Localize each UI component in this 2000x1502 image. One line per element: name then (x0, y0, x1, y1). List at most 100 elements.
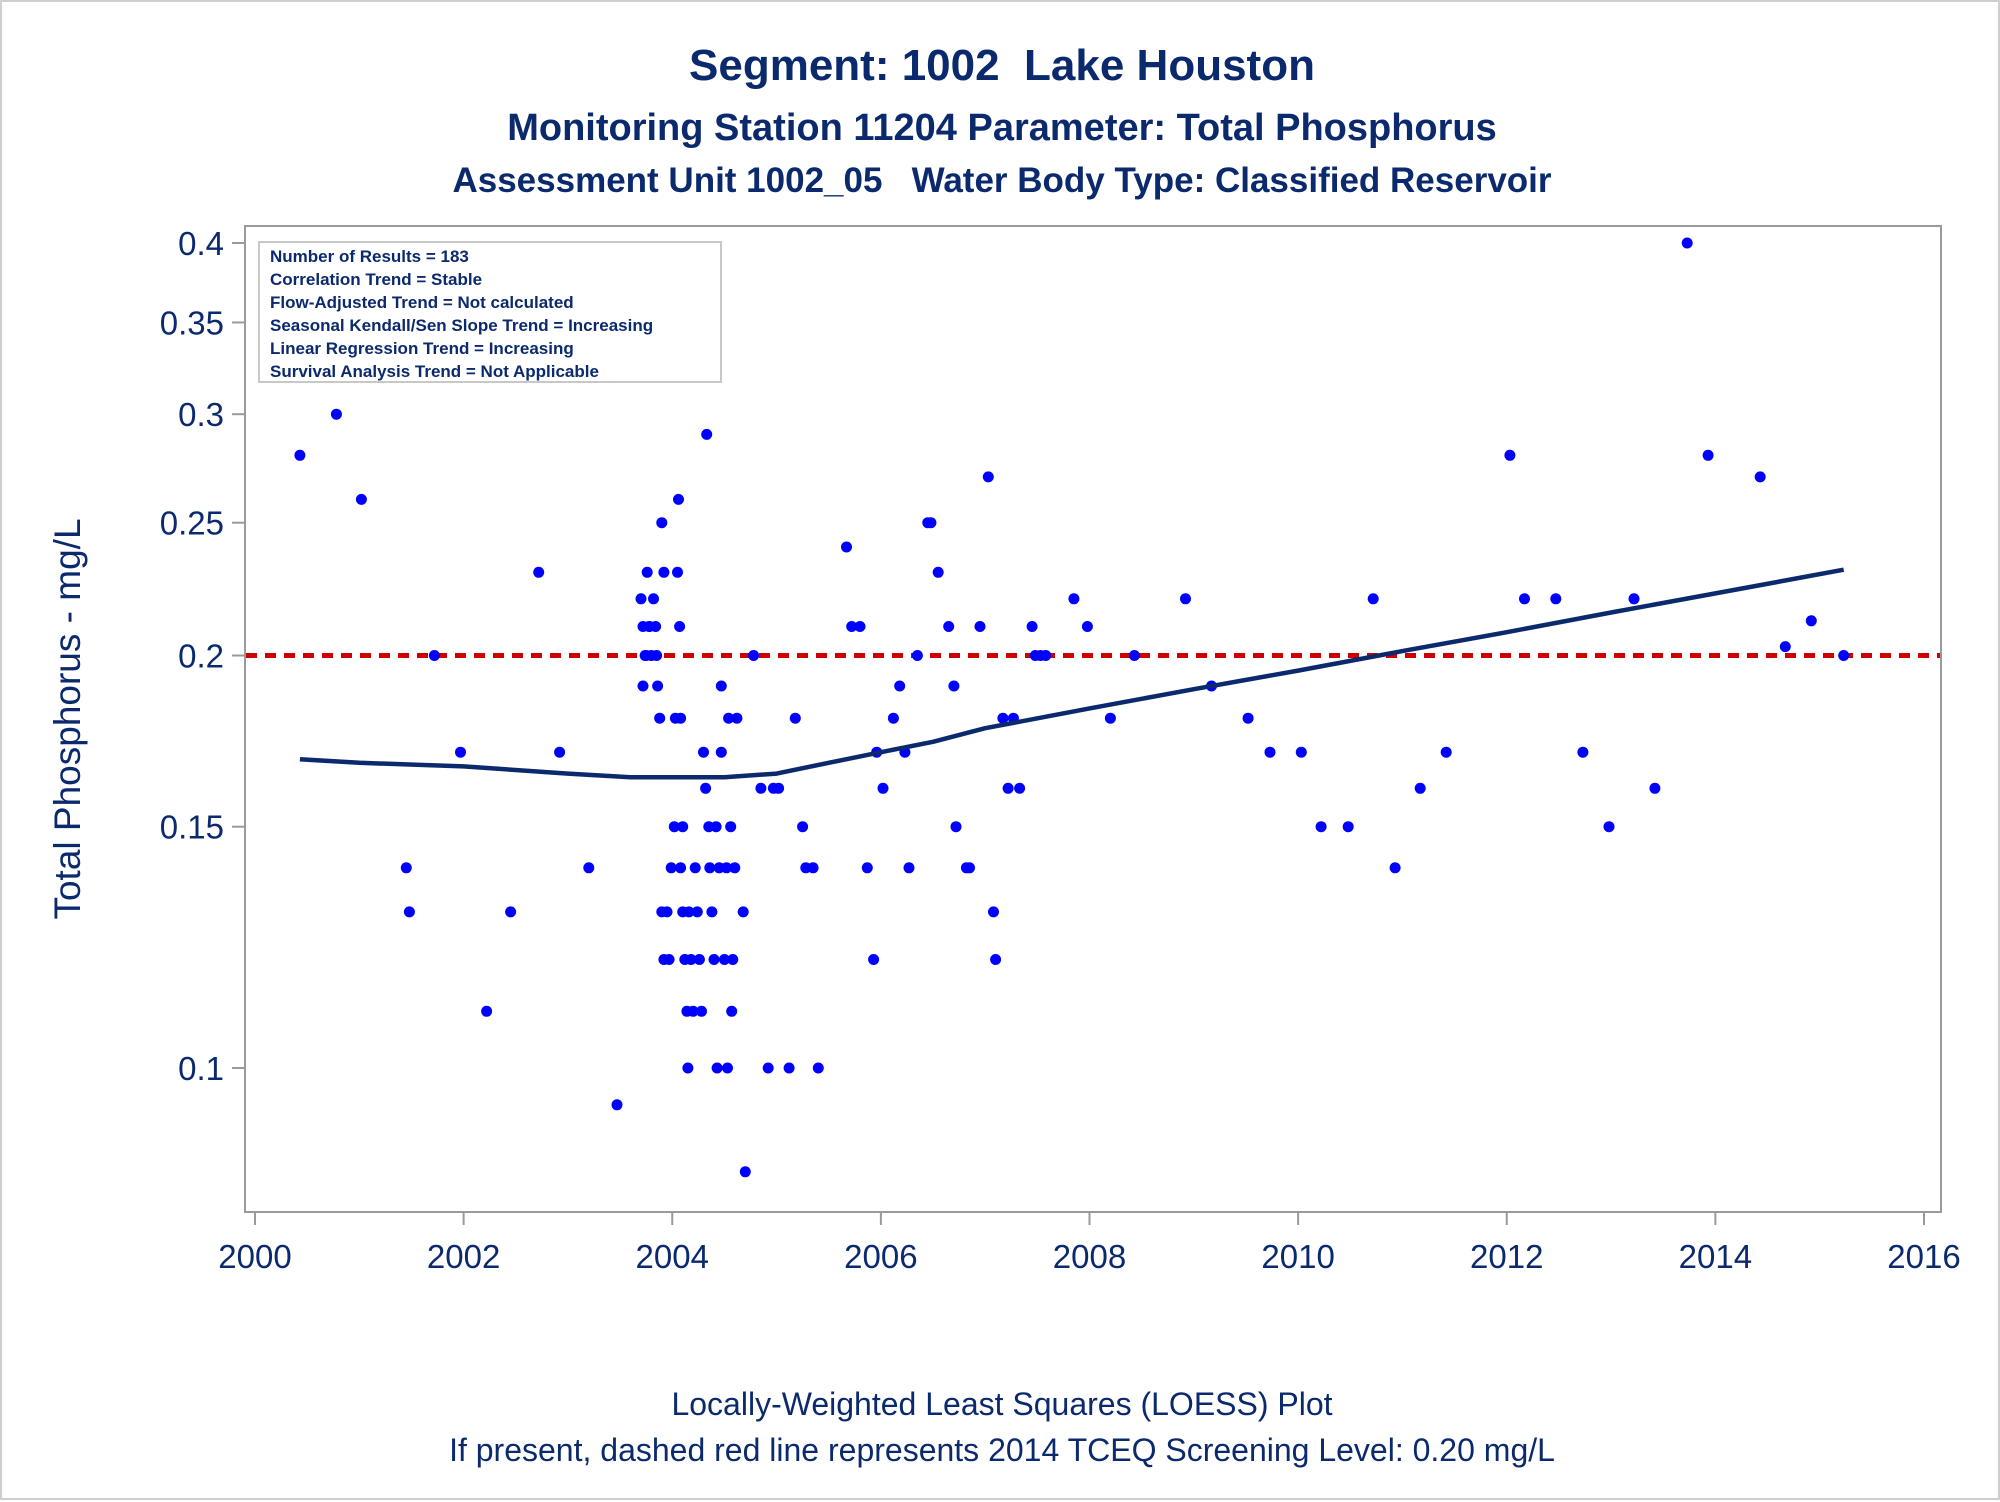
data-point (663, 954, 675, 965)
data-point (428, 650, 440, 661)
data-point (611, 1099, 623, 1111)
data-point (718, 954, 730, 965)
data-point (1440, 746, 1452, 758)
data-point (675, 712, 687, 724)
data-point (1519, 593, 1530, 605)
y-tick-label: 0.25 (160, 505, 224, 542)
data-point (982, 471, 994, 483)
data-point (1805, 615, 1817, 627)
data-point (925, 517, 937, 529)
data-point (643, 621, 655, 632)
data-point (1649, 782, 1661, 794)
data-point (729, 862, 741, 874)
data-point (727, 954, 739, 965)
data-point (773, 782, 785, 794)
data-point (722, 1062, 733, 1074)
data-point (797, 821, 809, 833)
data-point (685, 954, 697, 965)
chart-subtitle-1: Monitoring Station 11204 Parameter: Tota… (507, 107, 1497, 149)
data-point (640, 650, 652, 661)
data-point (711, 1062, 723, 1074)
data-point (708, 954, 720, 965)
data-point (1104, 712, 1116, 724)
data-point (673, 493, 684, 505)
data-point (677, 821, 689, 833)
data-point (721, 862, 732, 874)
data-point (637, 680, 649, 692)
x-tick-label: 2004 (636, 1238, 709, 1275)
data-point (658, 566, 670, 578)
data-point (1002, 782, 1014, 794)
data-point (648, 593, 659, 605)
data-point (950, 821, 962, 833)
info-line-flow-adjusted: Flow-Adjusted Trend = Not calculated (270, 293, 574, 312)
chart-marks (246, 237, 1940, 1178)
chart-title: Segment: 1002 Lake Houston (689, 41, 1315, 90)
data-point (887, 712, 899, 724)
data-point (505, 906, 517, 918)
data-point (698, 746, 709, 758)
data-point (812, 1062, 824, 1074)
data-point (1779, 641, 1791, 653)
data-point (748, 650, 760, 661)
info-box-frame (258, 241, 722, 383)
data-point (1242, 712, 1254, 724)
y-axis: 0.1 0.15 0.2 0.25 0.3 0.35 0.4 (160, 225, 245, 1087)
data-point (739, 1166, 751, 1178)
data-point (641, 566, 653, 578)
data-point (1838, 650, 1850, 661)
y-tick-label: 0.1 (178, 1050, 224, 1087)
data-point (911, 650, 923, 661)
footnote-screening: If present, dashed red line represents 2… (449, 1432, 1555, 1468)
data-point (1068, 593, 1080, 605)
data-point (988, 906, 999, 918)
x-tick-label: 2012 (1470, 1238, 1543, 1275)
data-point (725, 821, 737, 833)
info-line-linear-regression: Linear Regression Trend = Increasing (270, 339, 574, 358)
data-point (1315, 821, 1327, 833)
data-point (1414, 782, 1426, 794)
data-point (894, 680, 906, 692)
data-point (932, 566, 944, 578)
data-point (654, 712, 666, 724)
data-point (481, 1005, 493, 1017)
data-point (672, 566, 683, 578)
titles: Segment: 1002 Lake Houston Monitoring St… (452, 41, 1551, 200)
data-point (1014, 782, 1026, 794)
data-point (715, 746, 727, 758)
data-point (990, 954, 1002, 965)
data-point (689, 862, 701, 874)
x-tick-label: 2000 (218, 1238, 291, 1275)
data-point (737, 906, 749, 918)
data-point (701, 428, 713, 440)
data-point (403, 906, 415, 918)
plot-area (244, 225, 1942, 1213)
x-tick-label: 2006 (844, 1238, 917, 1275)
data-point (661, 906, 673, 918)
data-point (974, 621, 986, 632)
data-point (294, 449, 306, 461)
data-point (854, 621, 866, 632)
data-point (1628, 593, 1640, 605)
data-point (687, 1005, 699, 1017)
info-line-seasonal-kendall: Seasonal Kendall/Sen Slope Trend = Incre… (270, 316, 653, 335)
data-point (710, 821, 722, 833)
data-point (1550, 593, 1562, 605)
data-point (691, 906, 703, 918)
data-point (964, 862, 975, 874)
data-point (948, 680, 960, 692)
data-point (651, 650, 663, 661)
chart-subtitle-2: Assessment Unit 1002_05 Water Body Type:… (452, 161, 1551, 200)
data-point (846, 621, 858, 632)
data-point (635, 593, 647, 605)
data-point (706, 906, 718, 918)
data-point (1577, 746, 1589, 758)
data-point (1389, 862, 1401, 874)
data-point (755, 782, 767, 794)
y-tick-label: 0.4 (178, 225, 224, 262)
data-point (868, 954, 880, 965)
data-point (731, 712, 743, 724)
data-point (656, 517, 668, 529)
